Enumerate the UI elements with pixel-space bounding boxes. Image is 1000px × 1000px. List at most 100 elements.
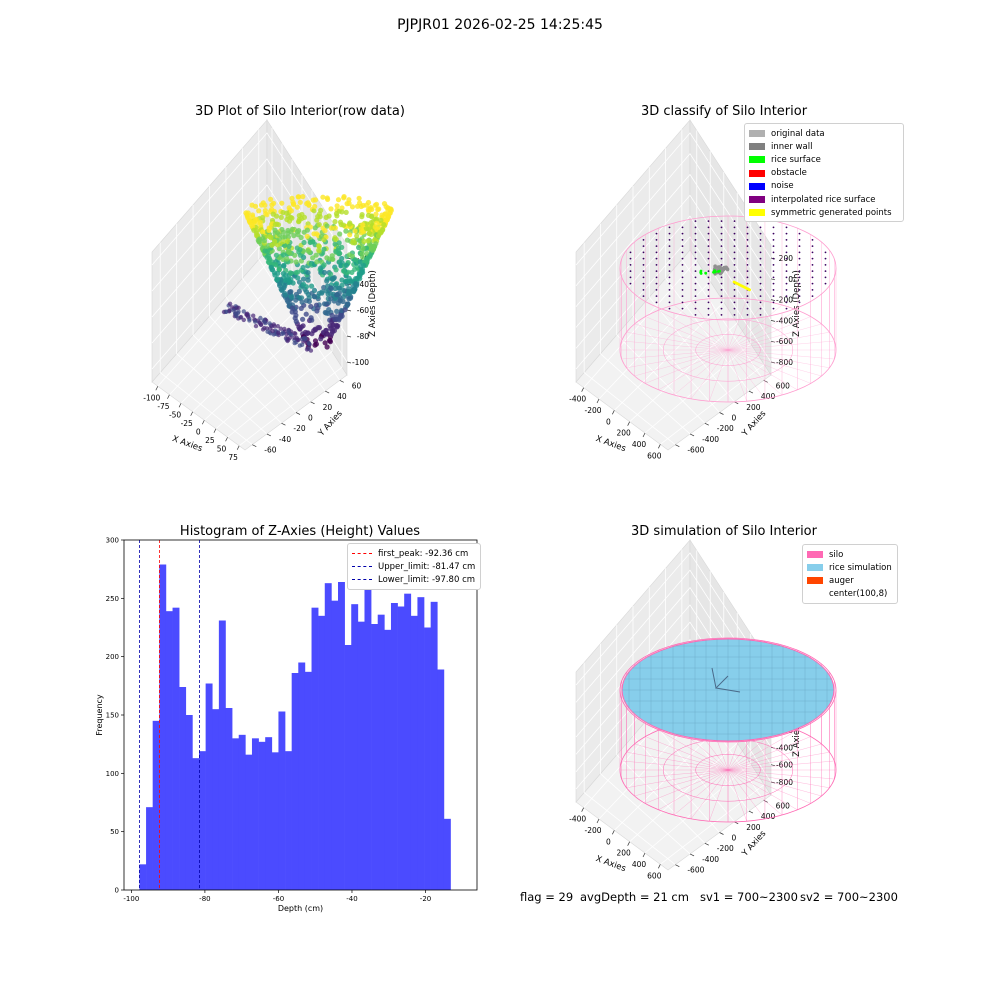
y-tick-label: 250: [106, 595, 119, 603]
raw-point: [360, 202, 366, 209]
silo-floor-spoke: [645, 736, 729, 771]
grid-line: [665, 278, 750, 392]
interpolated-point: [642, 289, 645, 291]
grid-line: [575, 215, 772, 349]
interpolated-point: [785, 226, 788, 229]
silo-floor-spoke: [673, 304, 729, 351]
histogram-bar: [205, 683, 213, 890]
interpolated-point: [720, 289, 723, 291]
raw-point: [293, 259, 299, 265]
swatch: [749, 196, 765, 204]
tick-mark: [704, 842, 709, 846]
raw-point: [297, 247, 303, 253]
interpolated-point: [772, 276, 775, 279]
raw-point: [298, 234, 304, 241]
tick-mark: [178, 403, 182, 408]
silo-floor-spoke: [690, 349, 729, 399]
tick-mark: [324, 390, 330, 394]
legend-item-silo: silo: [807, 548, 893, 561]
interpolated-point: [824, 282, 827, 285]
y-tick-label: -20: [293, 424, 305, 433]
histogram-bar: [165, 611, 173, 890]
raw-point: [352, 257, 358, 263]
z-tick-label: -80: [357, 332, 369, 341]
raw-point: [279, 200, 285, 206]
silo-floor-spoke: [634, 769, 729, 797]
interpolated-point: [746, 270, 749, 272]
x-tick-label: 0: [196, 427, 201, 436]
raw-point: [346, 221, 353, 227]
interpolated-point: [720, 239, 723, 241]
inner-wall-point: [718, 266, 722, 270]
raw-point: [348, 278, 355, 284]
swatch: [807, 551, 823, 559]
interpolated-point: [668, 232, 671, 235]
x-axis-label: Depth (cm): [278, 904, 323, 913]
interpolated-point: [746, 301, 749, 304]
raw-point: [315, 214, 321, 220]
grid-line: [616, 754, 706, 844]
legend-label: interpolated rice surface: [771, 194, 876, 205]
raw-point: [238, 314, 244, 320]
raw-point: [324, 331, 330, 337]
raw-point: [323, 288, 329, 294]
histogram-bar: [384, 629, 392, 890]
raw-point: [346, 197, 352, 203]
interpolated-point: [694, 307, 697, 310]
interpolated-point: [707, 226, 710, 229]
raw-point: [378, 217, 384, 223]
silo-floor-spoke: [727, 752, 830, 771]
interpolated-point: [811, 289, 814, 291]
raw-point: [385, 206, 391, 213]
raw-point: [300, 194, 306, 200]
interpolated-point: [707, 257, 710, 260]
raw-point: [310, 239, 316, 245]
raw-point: [304, 227, 310, 233]
raw-point: [288, 214, 294, 220]
raw-point: [281, 263, 287, 269]
interpolated-point: [681, 307, 684, 310]
raw-point: [356, 244, 362, 251]
raw-point: [296, 228, 302, 234]
interpolated-point: [785, 289, 788, 291]
interpolated-point: [655, 276, 658, 279]
raw-point: [364, 221, 370, 227]
y-tick-label: 600: [776, 801, 791, 810]
raw-point: [347, 232, 353, 238]
y-tick-label: -600: [687, 446, 704, 455]
sv1-text: sv1 = 700~2300: [700, 890, 798, 904]
x-tick-label: -25: [181, 419, 193, 428]
interpolated-point: [655, 245, 658, 248]
raw-point: [324, 223, 330, 229]
raw-point: [323, 214, 329, 220]
raw-point: [322, 340, 328, 346]
tick-mark: [770, 278, 776, 281]
interpolated-point: [772, 264, 775, 266]
histogram-bar: [404, 593, 412, 890]
raw-point: [321, 237, 327, 243]
raw-point: [293, 297, 299, 303]
legend-item-obstacle: obstacle: [749, 167, 899, 180]
raw-point: [292, 340, 297, 346]
histogram-bar: [152, 720, 160, 890]
raw-point: [318, 207, 324, 213]
raw-point: [298, 305, 304, 311]
y-tick-label: 150: [106, 712, 119, 720]
raw-point: [301, 239, 307, 246]
interpolated-point: [746, 251, 749, 254]
silo-floor-spoke: [727, 349, 835, 360]
raw-point: [275, 270, 281, 276]
raw-point: [334, 292, 340, 298]
interpolated-point: [720, 226, 723, 229]
raw-point: [334, 203, 340, 209]
interpolated-point: [707, 276, 710, 279]
interpolated-point: [785, 239, 788, 241]
z-tick-label: -200: [776, 296, 793, 305]
raw-point: [333, 236, 339, 243]
raw-point: [336, 285, 342, 291]
raw-point: [337, 295, 343, 301]
histogram-bar: [324, 583, 332, 890]
raw-point: [373, 201, 380, 207]
raw-point: [275, 324, 280, 329]
raw-point: [311, 328, 317, 334]
